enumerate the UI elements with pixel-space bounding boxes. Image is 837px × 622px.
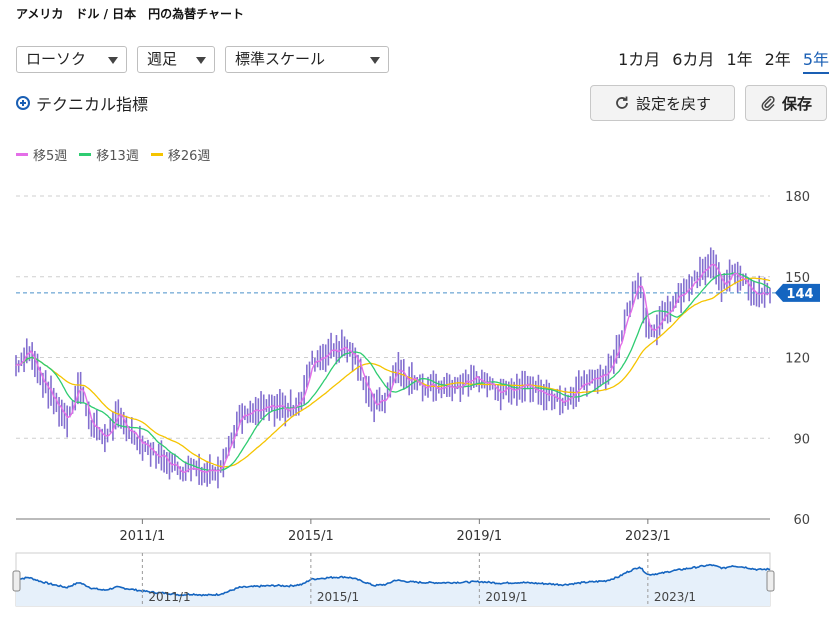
range-5y[interactable]: 5年 <box>802 46 829 74</box>
legend-swatch <box>79 153 92 156</box>
legend-label: 移26週 <box>167 149 211 164</box>
reset-button[interactable]: 設定を戻す <box>590 85 735 121</box>
ma5-line <box>15 263 771 474</box>
navigator-handle-left[interactable] <box>12 570 21 592</box>
navigator-tick-label: 2011/1 <box>148 590 190 604</box>
scale-value: 標準スケール <box>235 50 326 68</box>
navigator-handle-right[interactable] <box>766 570 775 592</box>
technical-indicator-button[interactable]: テクニカル指標 <box>16 91 148 115</box>
technical-indicator-label: テクニカル指標 <box>36 95 149 114</box>
range-1m[interactable]: 1カ月 <box>618 50 661 69</box>
navigator-tick-label: 2023/1 <box>654 590 696 604</box>
legend-label: 移5週 <box>33 149 68 164</box>
period-select[interactable]: 週足 <box>137 46 215 73</box>
x-tick-label: 2011/1 <box>119 529 165 544</box>
legend-item: 移26週 <box>150 145 211 164</box>
paperclip-icon <box>761 96 775 111</box>
y-tick-label: 180 <box>785 190 810 205</box>
range-2y[interactable]: 2年 <box>764 50 791 69</box>
plus-circle-icon <box>16 96 30 110</box>
x-tick-label: 2023/1 <box>625 529 671 544</box>
current-price-label: 144 <box>786 287 813 302</box>
save-button[interactable]: 保存 <box>745 85 827 121</box>
ma26-line <box>15 277 771 468</box>
navigator-line <box>15 563 771 597</box>
range-6m[interactable]: 6カ月 <box>672 50 715 69</box>
scale-select[interactable]: 標準スケール <box>225 46 389 73</box>
x-tick-label: 2019/1 <box>456 529 502 544</box>
range-1y[interactable]: 1年 <box>726 50 753 69</box>
range-selector: 1カ月 6カ月 1年 2年 5年 <box>618 46 829 74</box>
page-title: アメリカ ドル / 日本 円の為替チャート <box>16 7 245 21</box>
reset-label: 設定を戻す <box>635 94 711 113</box>
legend-item: 移5週 <box>16 145 67 164</box>
legend-item: 移13週 <box>79 145 139 164</box>
chevron-down-icon <box>196 57 206 64</box>
navigator-tick-label: 2015/1 <box>317 590 359 604</box>
legend-swatch <box>16 153 28 156</box>
ma13-line <box>15 272 771 472</box>
legend-swatch <box>150 153 163 156</box>
y-tick-label: 90 <box>793 432 810 447</box>
legend-label: 移13週 <box>96 149 139 164</box>
chevron-down-icon <box>370 57 380 64</box>
save-label: 保存 <box>781 94 812 113</box>
chart-type-value: ローソク <box>26 50 87 68</box>
refresh-icon <box>616 96 628 109</box>
navigator-tick-label: 2019/1 <box>485 590 527 604</box>
current-price-tag <box>775 283 820 302</box>
y-tick-label: 120 <box>785 352 810 367</box>
x-tick-label: 2015/1 <box>288 529 334 544</box>
period-value: 週足 <box>147 50 178 68</box>
chevron-down-icon <box>108 57 118 64</box>
chart-type-select[interactable]: ローソク <box>16 46 127 73</box>
chart-legend: 移5週 移13週 移26週 <box>16 145 210 164</box>
y-tick-label: 150 <box>785 271 810 286</box>
y-tick-label: 60 <box>793 513 810 528</box>
